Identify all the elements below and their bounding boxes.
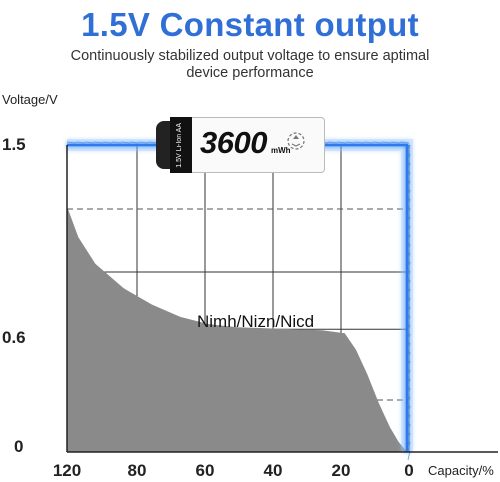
x-tick-label: 80 [127, 461, 147, 480]
subtitle: Continuously stabilized output voltage t… [40, 48, 460, 82]
battery-voltage-text: 1.5V Li-Ion AA [176, 123, 183, 168]
x-tick-label: 0 [404, 461, 414, 480]
subtitle-line-2: device performance [186, 65, 314, 81]
y-axis-label: Voltage/V [2, 92, 58, 107]
series-area-nimh [67, 206, 407, 452]
subtitle-line-1: Continuously stabilized output voltage t… [70, 48, 430, 64]
x-tick-label: 40 [263, 461, 283, 480]
battery-capacity-unit: mWh [271, 146, 291, 155]
x-tick-label: 60 [195, 461, 215, 480]
recycle-icon [287, 132, 305, 150]
discharge-area [67, 206, 407, 452]
battery-capacity: 3600 [200, 125, 267, 160]
battery-image: 1.5V Li-Ion AA 3600 mWh [156, 117, 329, 173]
x-tick-label: 120 [52, 461, 82, 480]
x-tick-label: 20 [331, 461, 351, 480]
y-tick-label: 1.5 [2, 135, 26, 154]
page-title: 1.5V Constant output [81, 6, 419, 43]
y-tick-label: 0.6 [2, 328, 26, 347]
axes [66, 145, 498, 453]
battery-band [170, 117, 192, 173]
series-label: Nimh/Nizn/Nicd [197, 312, 315, 331]
x-axis-label: Capacity/% [428, 463, 494, 478]
y-tick-label: 0 [14, 437, 24, 456]
battery-cap [156, 121, 174, 169]
